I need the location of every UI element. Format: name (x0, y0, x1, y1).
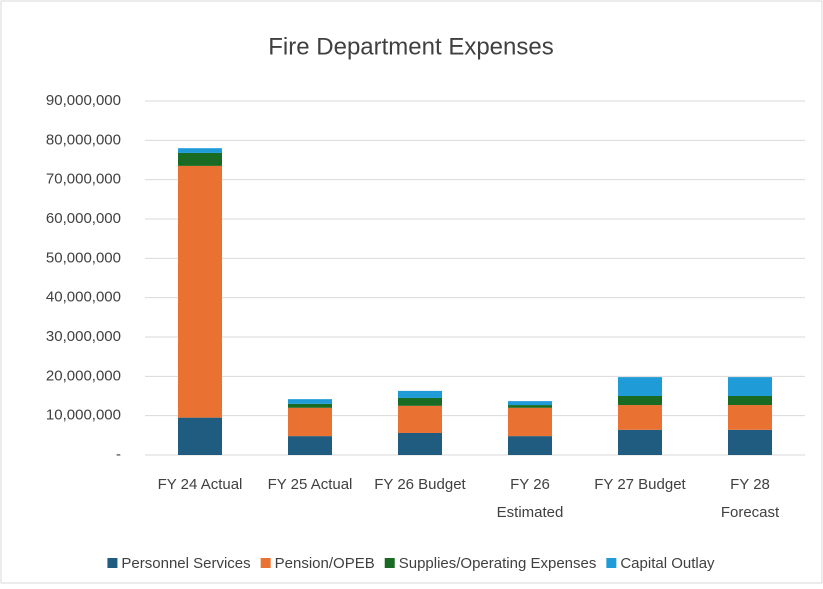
bar-segment (178, 148, 222, 153)
legend-swatch (606, 558, 617, 568)
bar-segment (508, 436, 552, 455)
y-tick-label: 50,000,000 (46, 249, 121, 266)
bar-segment (618, 377, 662, 396)
x-tick-label: FY 24 Actual (158, 476, 243, 493)
y-tick-label: 30,000,000 (46, 328, 121, 345)
y-tick-label: 40,000,000 (46, 289, 121, 306)
legend-label: Pension/OPEB (275, 555, 375, 572)
legend-label: Supplies/Operating Expenses (399, 555, 597, 572)
x-tick-label: FY 25 Actual (268, 476, 353, 493)
bar-segment (618, 396, 662, 406)
legend-label: Personnel Services (121, 555, 250, 572)
bar-segment (728, 396, 772, 406)
bar-segment (178, 417, 222, 455)
bar-segment (618, 405, 662, 430)
bar-segment (508, 405, 552, 408)
x-tick-label: FY 28 Forecast (721, 476, 780, 521)
legend-label: Capital Outlay (620, 555, 715, 572)
bar-segment (398, 405, 442, 433)
bar-segment (288, 399, 332, 404)
bar-segment (398, 397, 442, 406)
x-tick-label: FY 27 Budget (594, 476, 686, 493)
bar-segment (728, 405, 772, 430)
bar-segment (288, 407, 332, 437)
bar-segment (618, 429, 662, 455)
x-tick-label: FY 26 Budget (374, 476, 466, 493)
y-tick-label: - (116, 446, 121, 463)
bar-segment (398, 432, 442, 455)
y-tick-label: 80,000,000 (46, 131, 121, 148)
y-tick-label: 10,000,000 (46, 407, 121, 424)
legend-swatch (107, 558, 118, 568)
y-tick-label: 20,000,000 (46, 367, 121, 384)
chart-title: Fire Department Expenses (268, 33, 553, 60)
bar-segment (508, 407, 552, 437)
bar-segment (728, 429, 772, 455)
bar-segment (178, 152, 222, 166)
bar-segment (288, 403, 332, 408)
y-tick-label: 60,000,000 (46, 210, 121, 227)
x-tick-label: FY 26 Estimated (497, 476, 564, 521)
legend-swatch (384, 558, 395, 568)
bar-segment (728, 377, 772, 396)
bar-segment (508, 401, 552, 406)
bar-segment (288, 436, 332, 455)
bar-segment (398, 390, 442, 398)
y-tick-label: 90,000,000 (46, 92, 121, 109)
legend-swatch (260, 558, 271, 568)
bar-segment (178, 165, 222, 418)
y-tick-label: 70,000,000 (46, 171, 121, 188)
